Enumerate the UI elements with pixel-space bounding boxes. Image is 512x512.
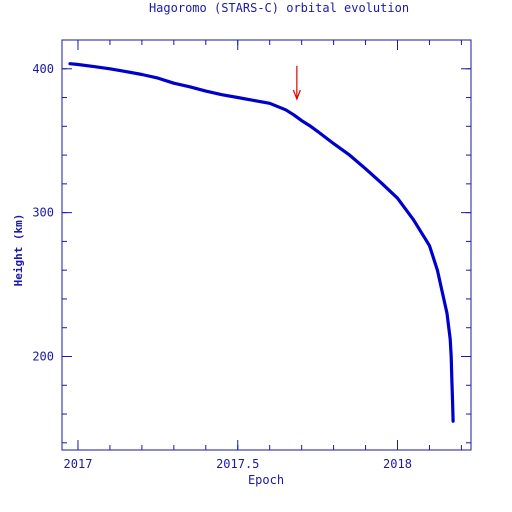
x-tick-label: 2017 — [64, 457, 93, 471]
y-axis-label: Height (km) — [12, 214, 25, 287]
data-point — [448, 337, 452, 341]
y-tick-label: 300 — [32, 206, 54, 220]
annotation-arrow-head — [292, 89, 301, 101]
x-axis-label: Epoch — [248, 473, 284, 487]
data-point — [451, 419, 455, 423]
chart-title: Hagoromo (STARS-C) orbital evolution — [149, 1, 409, 15]
plot-area — [68, 62, 455, 423]
y-tick-label: 400 — [32, 62, 54, 76]
data-point — [451, 398, 454, 401]
x-tick-label: 2017.5 — [216, 457, 259, 471]
plot-frame — [61, 39, 472, 451]
series-line — [68, 62, 455, 423]
axes: 2017 2017.5 2018 200 300 400 — [32, 39, 472, 471]
data-point — [450, 376, 454, 380]
data-point — [449, 355, 453, 358]
data-point — [445, 312, 449, 315]
y-tick-label: 200 — [32, 349, 54, 363]
x-tick-label: 2018 — [383, 457, 412, 471]
